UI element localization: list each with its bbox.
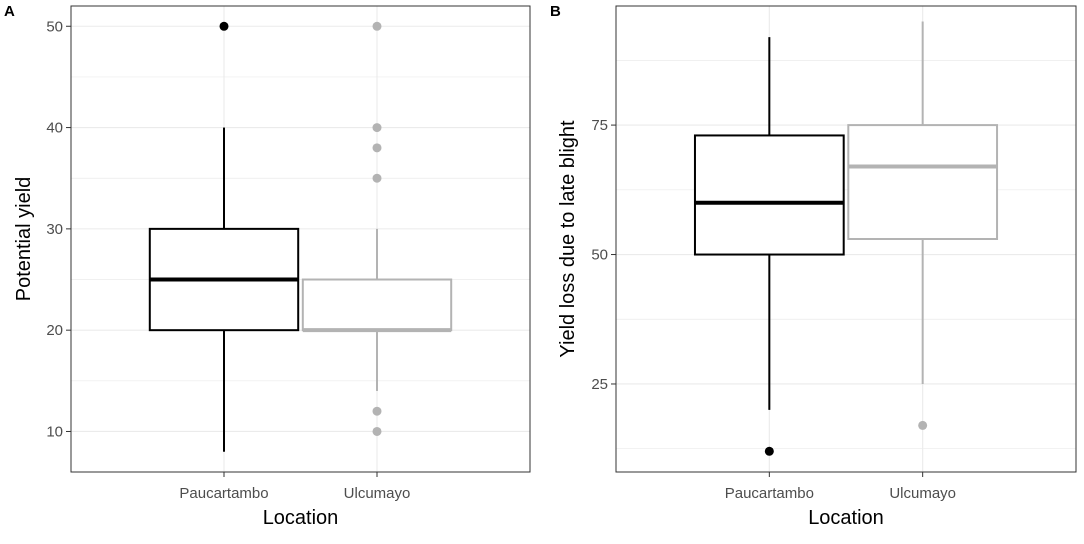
panel-a-tag: A: [4, 3, 15, 20]
plot-background: [71, 6, 530, 472]
box-ulcumayo: [847, 21, 999, 430]
y-tick-label: 30: [46, 221, 63, 238]
box-iqr: [301, 278, 453, 332]
panel-b-x-ticks: Paucartambo Ulcumayo: [725, 472, 956, 502]
y-tick-label: 50: [46, 18, 63, 35]
outlier-point: [918, 420, 928, 430]
panel-a: A 10 20 30 40 50 Paucartambo Ulcumayo Locatio…: [4, 3, 531, 529]
panel-b-frame: [615, 5, 1077, 473]
box-iqr: [847, 124, 999, 240]
box-iqr: [693, 134, 845, 256]
x-tick-label: Paucartambo: [725, 485, 814, 502]
outlier-point: [372, 21, 382, 31]
y-tick-label: 10: [46, 423, 63, 440]
outlier-point: [372, 143, 382, 153]
panel-b-x-title: Location: [808, 507, 884, 529]
y-tick-label: 25: [591, 376, 608, 393]
panel-a-boxes: [148, 21, 453, 452]
outlier-point: [764, 446, 774, 456]
panel-b-y-title: Yield loss due to late blight: [557, 120, 579, 358]
outlier-point: [372, 426, 382, 436]
panel-a-y-title: Potential yield: [13, 177, 35, 302]
panel-b-y-ticks: 25 50 75: [591, 117, 616, 393]
x-tick-label: Ulcumayo: [889, 485, 956, 502]
plot-background: [616, 6, 1076, 472]
y-tick-label: 50: [591, 247, 608, 264]
panel-b: B 25 50 75 Paucartambo Ulcumayo Location Yi…: [550, 3, 1077, 529]
outlier-point: [219, 21, 229, 31]
panel-a-grid: [71, 6, 530, 472]
y-tick-label: 20: [46, 322, 63, 339]
x-tick-label: Ulcumayo: [344, 485, 411, 502]
box-paucartambo: [693, 37, 845, 456]
outlier-point: [372, 406, 382, 416]
y-tick-label: 75: [591, 117, 608, 134]
panel-a-frame: [70, 5, 531, 473]
box-ulcumayo: [301, 21, 453, 436]
panel-a-y-ticks: 10 20 30 40 50: [46, 18, 71, 440]
outlier-point: [372, 123, 382, 133]
outlier-point: [372, 173, 382, 183]
panel-a-x-title: Location: [263, 507, 339, 529]
panel-b-boxes: [693, 21, 999, 456]
panel-b-tag: B: [550, 3, 561, 20]
y-tick-label: 40: [46, 120, 63, 137]
box-paucartambo: [148, 21, 300, 452]
x-tick-label: Paucartambo: [179, 485, 268, 502]
panel-b-grid: [616, 6, 1076, 472]
panel-a-x-ticks: Paucartambo Ulcumayo: [179, 472, 410, 502]
